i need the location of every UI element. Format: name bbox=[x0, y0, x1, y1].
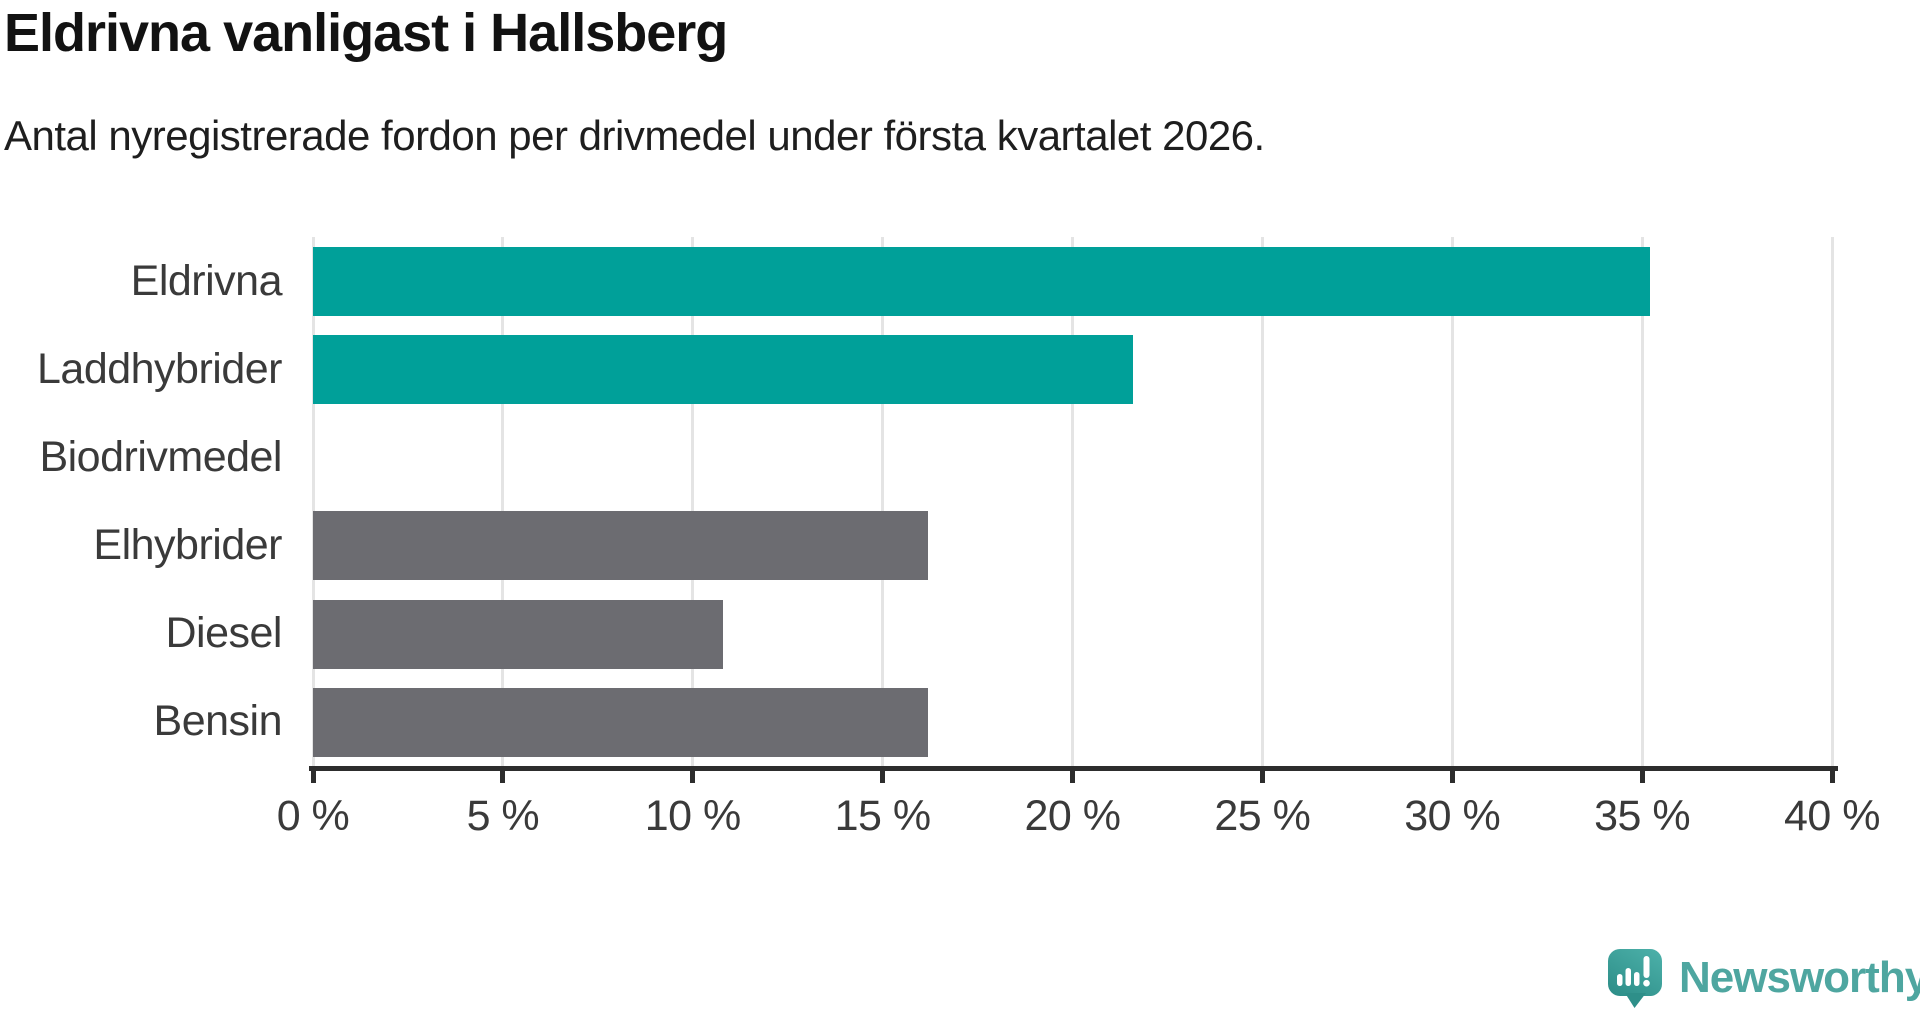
x-tick-label-20: 20 % bbox=[1024, 792, 1121, 840]
axis-tick-25 bbox=[1259, 767, 1265, 783]
gridline-30 bbox=[1450, 237, 1454, 766]
x-tick-label-25: 25 % bbox=[1214, 792, 1311, 840]
x-tick-label-35: 35 % bbox=[1594, 792, 1691, 840]
bar-laddhybrider bbox=[313, 335, 1134, 405]
gridline-10 bbox=[691, 237, 695, 766]
newsworthy-logo-text: Newsworthy bbox=[1679, 953, 1920, 1002]
gridline-35 bbox=[1640, 237, 1644, 766]
axis-tick-35 bbox=[1639, 767, 1645, 783]
x-tick-label-0: 0 % bbox=[276, 792, 350, 840]
chart-subtitle: Antal nyregistrerade fordon per drivmede… bbox=[4, 112, 1265, 159]
category-labels: Eldrivna Laddhybrider Biodrivmedel Elhybrid… bbox=[0, 237, 283, 766]
axis-tick-15 bbox=[880, 767, 886, 783]
category-label-biodrivmedel: Biodrivmedel bbox=[39, 432, 282, 481]
gridline-25 bbox=[1260, 237, 1264, 766]
gridline-0 bbox=[311, 237, 315, 766]
newsworthy-logo-icon bbox=[1608, 949, 1662, 1008]
bar-row-laddhybrider bbox=[313, 325, 1832, 413]
bar-bensin bbox=[313, 687, 929, 757]
newsworthy-logo: Newsworthy bbox=[1608, 948, 1920, 1008]
bar-elhybrider bbox=[313, 511, 929, 581]
category-label-elhybrider: Elhybrider bbox=[93, 521, 282, 570]
gridline-40 bbox=[1830, 237, 1834, 766]
bar-eldrivna bbox=[313, 247, 1650, 316]
bar-diesel bbox=[313, 599, 724, 669]
category-label-laddhybrider: Laddhybrider bbox=[36, 344, 283, 393]
gridline-15 bbox=[881, 237, 885, 766]
category-label-eldrivna: Eldrivna bbox=[130, 256, 283, 305]
gridline-5 bbox=[501, 237, 505, 766]
x-tick-label-40: 40 % bbox=[1783, 792, 1881, 840]
bar-row-bensin bbox=[313, 678, 1832, 766]
x-tick-label-10: 10 % bbox=[644, 792, 742, 840]
x-tick-label-15: 15 % bbox=[834, 792, 932, 840]
axis-tick-5 bbox=[500, 767, 506, 783]
x-tick-label-5: 5 % bbox=[466, 792, 540, 840]
category-label-bensin: Bensin bbox=[153, 697, 283, 746]
plot-area bbox=[311, 237, 1834, 766]
x-tick-label-30: 30 % bbox=[1404, 792, 1501, 840]
category-label-diesel: Diesel bbox=[165, 609, 283, 658]
bar-row-biodrivmedel bbox=[313, 413, 1832, 501]
gridline-20 bbox=[1071, 237, 1074, 766]
bar-row-elhybrider bbox=[313, 501, 1832, 589]
bar-row-eldrivna bbox=[313, 237, 1832, 325]
x-axis: 0 % 5 % 10 % 15 % 20 % 25 % 30 % 35 % 40 % bbox=[277, 766, 1881, 856]
axis-tick-10 bbox=[690, 767, 696, 783]
axis-tick-40 bbox=[1829, 767, 1835, 783]
axis-tick-30 bbox=[1449, 767, 1455, 783]
chart-title: Eldrivna vanligast i Hallsberg bbox=[4, 3, 728, 63]
axis-tick-20 bbox=[1070, 767, 1075, 783]
bar-row-diesel bbox=[313, 590, 1832, 678]
axis-tick-0 bbox=[310, 767, 316, 783]
